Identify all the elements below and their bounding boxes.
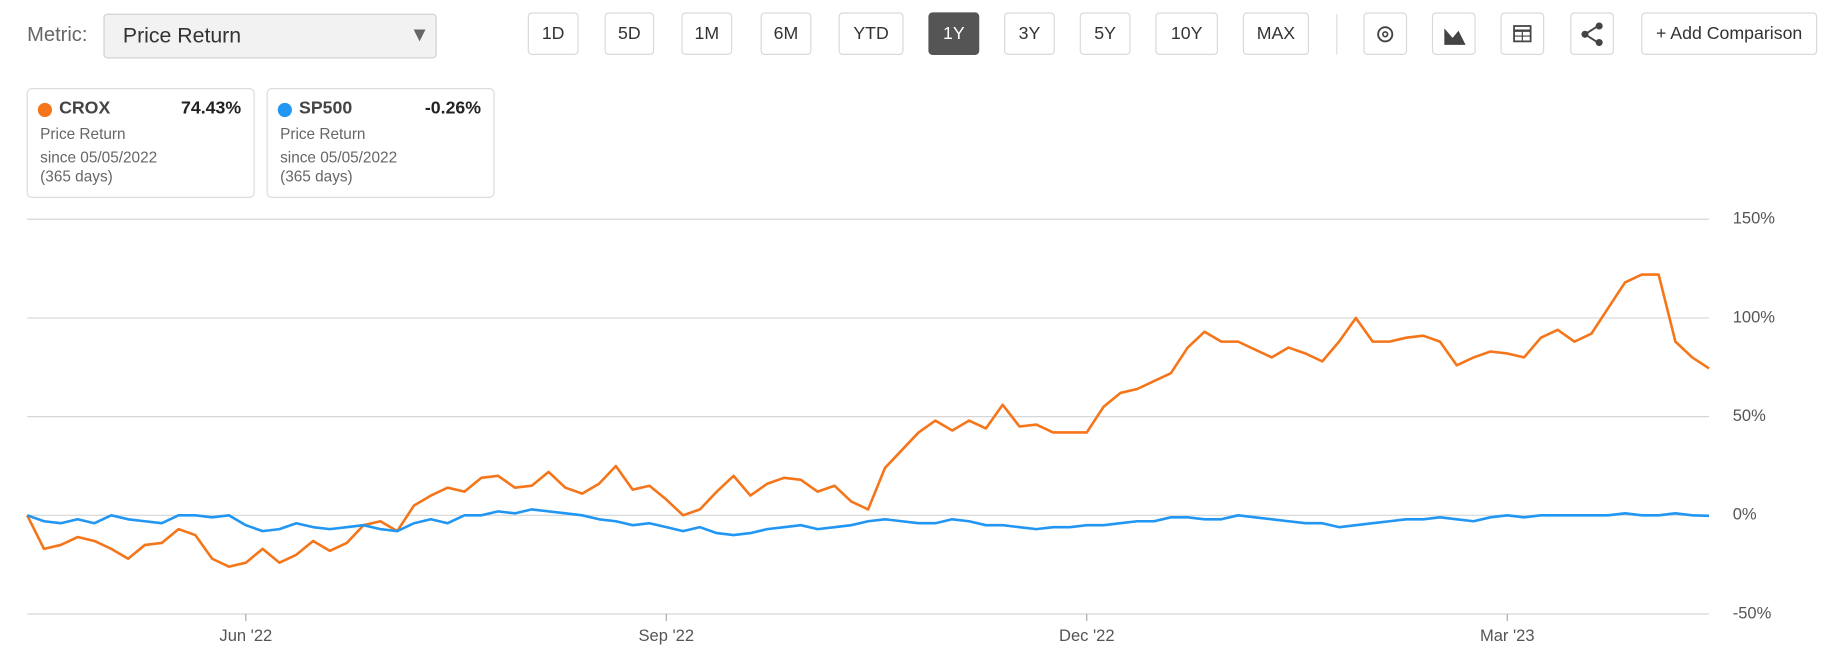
period-button[interactable]: 1Y (928, 12, 980, 55)
dropdown-box (103, 13, 437, 59)
button-label: 3Y (1019, 23, 1041, 43)
period-button[interactable]: 1D (527, 12, 579, 55)
series-line (26, 273, 1710, 568)
card-metric: Price Return (280, 126, 365, 143)
y-tick-label: 100% (1733, 307, 1776, 326)
period-button[interactable]: 10Y (1155, 12, 1218, 55)
period-button[interactable]: 6M (760, 12, 812, 55)
y-tick-label: -50% (1733, 603, 1772, 622)
series-line (26, 508, 1710, 537)
card-summary: 74.43% (181, 97, 241, 117)
share-button[interactable] (1570, 12, 1614, 55)
x-tick-label: Sep '22 (639, 626, 695, 645)
button-box (760, 12, 812, 55)
period-button[interactable]: YTD (838, 12, 904, 55)
share-dot (1581, 30, 1589, 38)
legend-card: CROX 74.43% Price Return since 05/05/2022 (3… (26, 88, 255, 198)
button-label: 5D (618, 23, 641, 43)
card-days: (365 days) (40, 168, 113, 185)
button-label: 1Y (943, 23, 965, 43)
share-dot (1595, 39, 1603, 47)
period-button[interactable]: MAX (1242, 12, 1309, 55)
button-box (1431, 12, 1476, 55)
y-tick-label: 50% (1733, 406, 1766, 425)
button-box (1079, 12, 1131, 55)
button-label: + Add Comparison (1656, 23, 1802, 43)
area-icon (1444, 28, 1466, 45)
metric-dropdown[interactable]: Price Return (103, 13, 437, 59)
button-label: MAX (1257, 23, 1296, 43)
share-dot (1595, 22, 1603, 30)
legend-cards: CROX 74.43% Price Return since 05/05/2022 (3… (26, 88, 495, 198)
period-button[interactable]: 5Y (1079, 12, 1131, 55)
table-button[interactable] (1500, 12, 1545, 55)
button-box (1570, 12, 1614, 55)
card-box (26, 88, 255, 198)
y-tick-label: 0% (1733, 505, 1757, 524)
card-days: (365 days) (280, 168, 353, 185)
button-box (527, 12, 579, 55)
card-name: SP500 (299, 97, 352, 117)
card-box (266, 88, 495, 198)
gear-icon (1377, 26, 1394, 43)
dropdown-value: Price Return (123, 23, 241, 47)
card-since: since 05/05/2022 (40, 149, 157, 166)
legend-dot (37, 102, 53, 118)
card-metric: Price Return (40, 126, 125, 143)
button-label: 5Y (1094, 23, 1116, 43)
card-name: CROX (59, 97, 110, 117)
button-box (1242, 12, 1309, 55)
add-comparison-button[interactable]: + Add Comparison (1641, 12, 1818, 55)
button-label: 1D (542, 23, 565, 43)
gear-icon-center (1382, 31, 1389, 38)
button-box (604, 12, 655, 55)
period-button[interactable]: 1M (681, 12, 733, 55)
button-label: YTD (853, 23, 888, 43)
button-box (1363, 12, 1408, 55)
period-button[interactable]: 5D (604, 12, 655, 55)
x-tick-label: Mar '23 (1480, 626, 1535, 645)
metric-label: Metric: (27, 24, 87, 46)
settings-button[interactable] (1363, 12, 1408, 55)
dropdown-arrow (413, 29, 426, 42)
button-box (681, 12, 733, 55)
button-box (838, 12, 904, 55)
x-tick-label: Dec '22 (1059, 626, 1115, 645)
legend-dot (277, 102, 292, 118)
chart-type-button[interactable] (1431, 12, 1476, 55)
chart: -50% 0% 50% 100% 150% Jun '22 Sep '22 Dec '22 Ma… (26, 209, 1776, 645)
button-box (928, 12, 980, 55)
card-since: since 05/05/2022 (280, 149, 397, 166)
x-tick-label: Jun '22 (219, 626, 272, 645)
y-tick-label: 150% (1733, 209, 1776, 228)
period-buttons: 1D 5D 1M 6M YTD 1Y 3Y 5Y 10Y MAX (527, 12, 1309, 55)
button-box (1641, 12, 1818, 55)
button-label: 10Y (1171, 23, 1203, 43)
button-box (1155, 12, 1218, 55)
button-label: 6M (774, 23, 799, 43)
period-button[interactable]: 3Y (1004, 12, 1055, 55)
button-label: 1M (694, 23, 719, 43)
card-summary: -0.26% (425, 97, 481, 117)
button-box (1004, 12, 1055, 55)
legend-card: SP500 -0.26% Price Return since 05/05/2022 (… (266, 88, 495, 198)
